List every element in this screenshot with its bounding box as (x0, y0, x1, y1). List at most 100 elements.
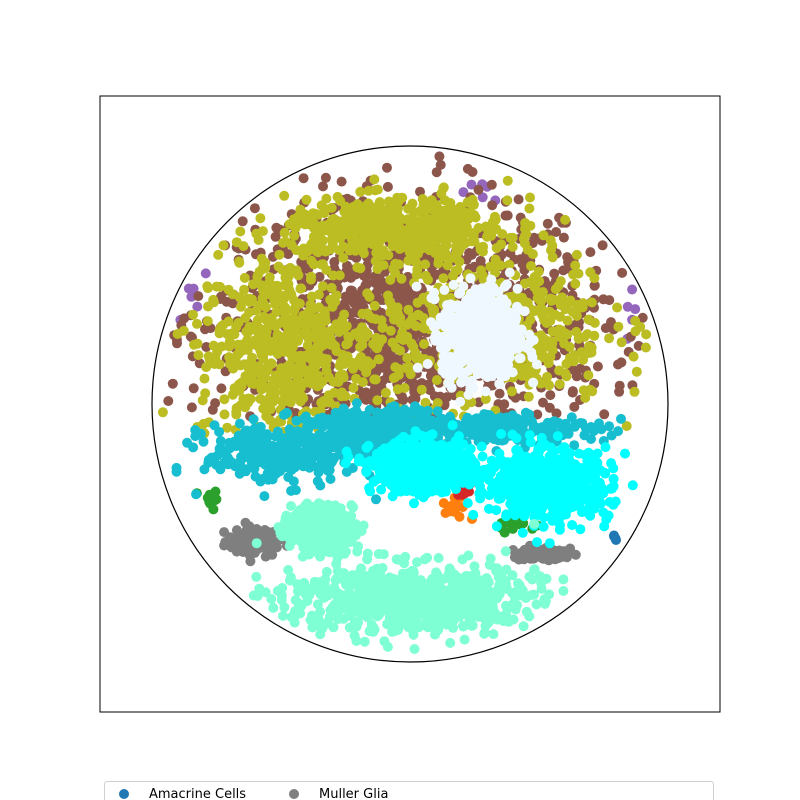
data-point (207, 404, 218, 415)
data-point (435, 205, 446, 216)
data-point (347, 357, 358, 368)
data-point (403, 478, 413, 489)
data-point (520, 407, 531, 418)
data-point (370, 374, 381, 385)
data-point (340, 458, 351, 469)
data-point (233, 317, 244, 328)
data-point (486, 179, 497, 190)
data-point (543, 486, 554, 497)
data-point (542, 371, 553, 382)
data-point (419, 419, 430, 430)
data-point (270, 299, 281, 310)
data-point (392, 192, 403, 203)
data-point (513, 194, 524, 205)
data-point (502, 195, 513, 206)
data-point (325, 474, 336, 484)
data-point (314, 354, 325, 365)
data-point (402, 353, 413, 363)
data-point (529, 464, 540, 475)
data-point (241, 525, 252, 536)
data-point (571, 310, 582, 321)
data-point (204, 354, 215, 365)
data-point (262, 526, 273, 537)
data-point (547, 345, 558, 356)
data-point (364, 456, 375, 467)
data-point (227, 389, 238, 400)
data-point (380, 387, 391, 398)
data-point (406, 446, 416, 457)
data-point (617, 267, 628, 278)
data-point (185, 331, 196, 342)
data-point (614, 386, 625, 397)
data-point (308, 316, 318, 327)
data-point (576, 302, 587, 313)
data-point (215, 442, 226, 453)
data-point (616, 337, 627, 348)
data-point (393, 203, 403, 214)
data-point (286, 389, 296, 400)
data-point (277, 315, 288, 326)
data-point (449, 464, 460, 475)
data-point (163, 396, 174, 406)
data-point (348, 382, 359, 393)
data-point (376, 412, 387, 423)
data-point (157, 407, 168, 418)
data-point (317, 422, 328, 432)
data-point (355, 204, 366, 215)
data-point (410, 347, 421, 358)
data-point (199, 373, 210, 384)
data-point (454, 217, 465, 228)
data-point (535, 295, 545, 306)
data-point (287, 437, 298, 448)
data-point (320, 245, 330, 256)
data-point (551, 227, 562, 237)
data-point (620, 448, 630, 459)
data-point (507, 429, 518, 440)
data-point (483, 421, 494, 432)
data-point (382, 162, 392, 173)
data-point (628, 351, 639, 362)
data-point (583, 370, 594, 381)
data-point (407, 222, 417, 233)
data-point (585, 247, 596, 258)
data-point (409, 207, 420, 218)
data-point (577, 418, 588, 429)
data-point (367, 213, 378, 224)
data-point (291, 267, 302, 278)
data-point (338, 253, 349, 263)
data-point (298, 352, 308, 363)
data-point (419, 339, 429, 349)
data-point (554, 365, 565, 376)
data-point (378, 260, 389, 271)
data-point (542, 417, 553, 428)
data-point (582, 491, 593, 502)
data-point (542, 218, 553, 229)
data-point (195, 428, 206, 439)
data-point (501, 511, 512, 522)
data-point (476, 265, 486, 276)
data-point (377, 322, 388, 332)
data-point (221, 296, 232, 307)
data-point (319, 308, 330, 319)
data-point (289, 295, 300, 306)
data-point (439, 459, 450, 470)
data-point (380, 232, 391, 243)
data-point (538, 397, 548, 408)
data-point (238, 241, 249, 252)
data-point (497, 229, 508, 240)
data-point (268, 336, 279, 347)
data-point (200, 324, 210, 335)
data-point (495, 412, 506, 423)
data-point (455, 201, 466, 212)
data-point (396, 224, 407, 235)
data-point (434, 151, 445, 162)
data-point (434, 479, 445, 490)
data-point (389, 215, 400, 226)
data-point (425, 237, 436, 247)
data-point (301, 194, 312, 205)
data-point (387, 337, 398, 348)
data-point (420, 397, 431, 408)
data-point (249, 203, 260, 214)
data-point (290, 408, 301, 418)
data-point (412, 478, 423, 489)
